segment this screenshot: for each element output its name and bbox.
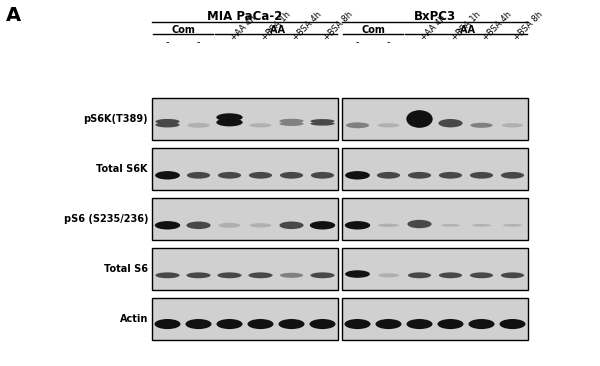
Bar [152,298,338,340]
Ellipse shape [280,122,304,126]
Text: +AA 4h: +AA 4h [229,14,259,42]
Text: -: - [356,37,359,47]
Bar [342,148,528,190]
Text: BxPC3: BxPC3 [414,10,456,23]
Ellipse shape [217,272,242,278]
Ellipse shape [472,224,491,227]
Ellipse shape [406,110,433,128]
Bar [152,148,338,190]
Ellipse shape [345,221,370,229]
Ellipse shape [345,171,370,179]
Ellipse shape [376,319,401,329]
Text: -: - [387,37,390,47]
Ellipse shape [378,224,399,227]
Ellipse shape [310,272,335,278]
Ellipse shape [501,272,524,278]
Ellipse shape [310,122,335,126]
Ellipse shape [501,172,524,179]
Ellipse shape [280,273,303,278]
Ellipse shape [310,119,335,123]
Ellipse shape [439,119,463,127]
Ellipse shape [249,172,272,179]
Text: -: - [166,37,169,47]
Ellipse shape [217,113,242,122]
Ellipse shape [470,123,493,128]
Text: +AA 4h: +AA 4h [419,14,448,42]
Ellipse shape [187,123,209,128]
Ellipse shape [441,224,460,227]
Text: +BSA 1h: +BSA 1h [451,10,483,42]
Ellipse shape [345,270,370,278]
Ellipse shape [311,172,334,179]
Text: pS6 (S235/236): pS6 (S235/236) [64,214,148,224]
Ellipse shape [248,272,272,278]
Ellipse shape [155,272,179,278]
Ellipse shape [187,221,211,229]
Ellipse shape [406,319,433,329]
Bar [152,248,338,290]
Ellipse shape [280,172,303,179]
Ellipse shape [470,272,493,278]
Text: Total S6: Total S6 [104,264,148,274]
Ellipse shape [377,123,400,127]
Text: +BSA 4h: +BSA 4h [482,10,514,42]
Ellipse shape [154,319,181,329]
Ellipse shape [407,220,431,228]
Ellipse shape [155,119,179,124]
Ellipse shape [408,172,431,179]
Ellipse shape [469,319,494,329]
Text: -AA: -AA [457,25,476,35]
Ellipse shape [502,123,523,127]
Ellipse shape [155,221,180,229]
Ellipse shape [408,272,431,278]
Ellipse shape [499,319,526,329]
Text: +BSA 8h: +BSA 8h [323,10,355,42]
Text: pS6K(T389): pS6K(T389) [83,114,148,124]
Bar [152,98,338,140]
Text: Total S6K: Total S6K [97,164,148,174]
Ellipse shape [155,171,180,179]
Text: Actin: Actin [119,314,148,324]
Ellipse shape [218,223,241,228]
Ellipse shape [217,319,242,329]
Bar [342,248,528,290]
Ellipse shape [247,319,274,329]
Ellipse shape [437,319,464,329]
Ellipse shape [344,319,371,329]
Ellipse shape [346,122,369,128]
Ellipse shape [378,273,399,277]
Text: +BSA 8h: +BSA 8h [512,10,545,42]
Ellipse shape [280,221,304,229]
Ellipse shape [310,319,335,329]
Bar [342,298,528,340]
Ellipse shape [218,172,241,179]
Ellipse shape [377,172,400,179]
Ellipse shape [250,223,271,227]
Ellipse shape [278,319,305,329]
Text: -: - [197,37,200,47]
Bar [342,98,528,140]
Ellipse shape [155,122,179,127]
Text: Com: Com [361,25,385,35]
Text: +BSA 4h: +BSA 4h [292,10,324,42]
Ellipse shape [280,119,304,123]
Ellipse shape [439,172,462,179]
Ellipse shape [187,272,211,278]
Ellipse shape [250,123,272,127]
Bar [342,198,528,240]
Text: A: A [6,6,21,25]
Text: -AA: -AA [266,25,286,35]
Ellipse shape [470,172,493,179]
Ellipse shape [217,118,242,126]
Ellipse shape [187,172,210,179]
Text: Com: Com [171,25,195,35]
Text: +BSA 1h: +BSA 1h [260,10,293,42]
Ellipse shape [185,319,212,329]
Ellipse shape [310,221,335,229]
Ellipse shape [439,272,462,278]
Bar [152,198,338,240]
Text: MIA PaCa-2: MIA PaCa-2 [208,10,283,23]
Ellipse shape [503,224,522,227]
